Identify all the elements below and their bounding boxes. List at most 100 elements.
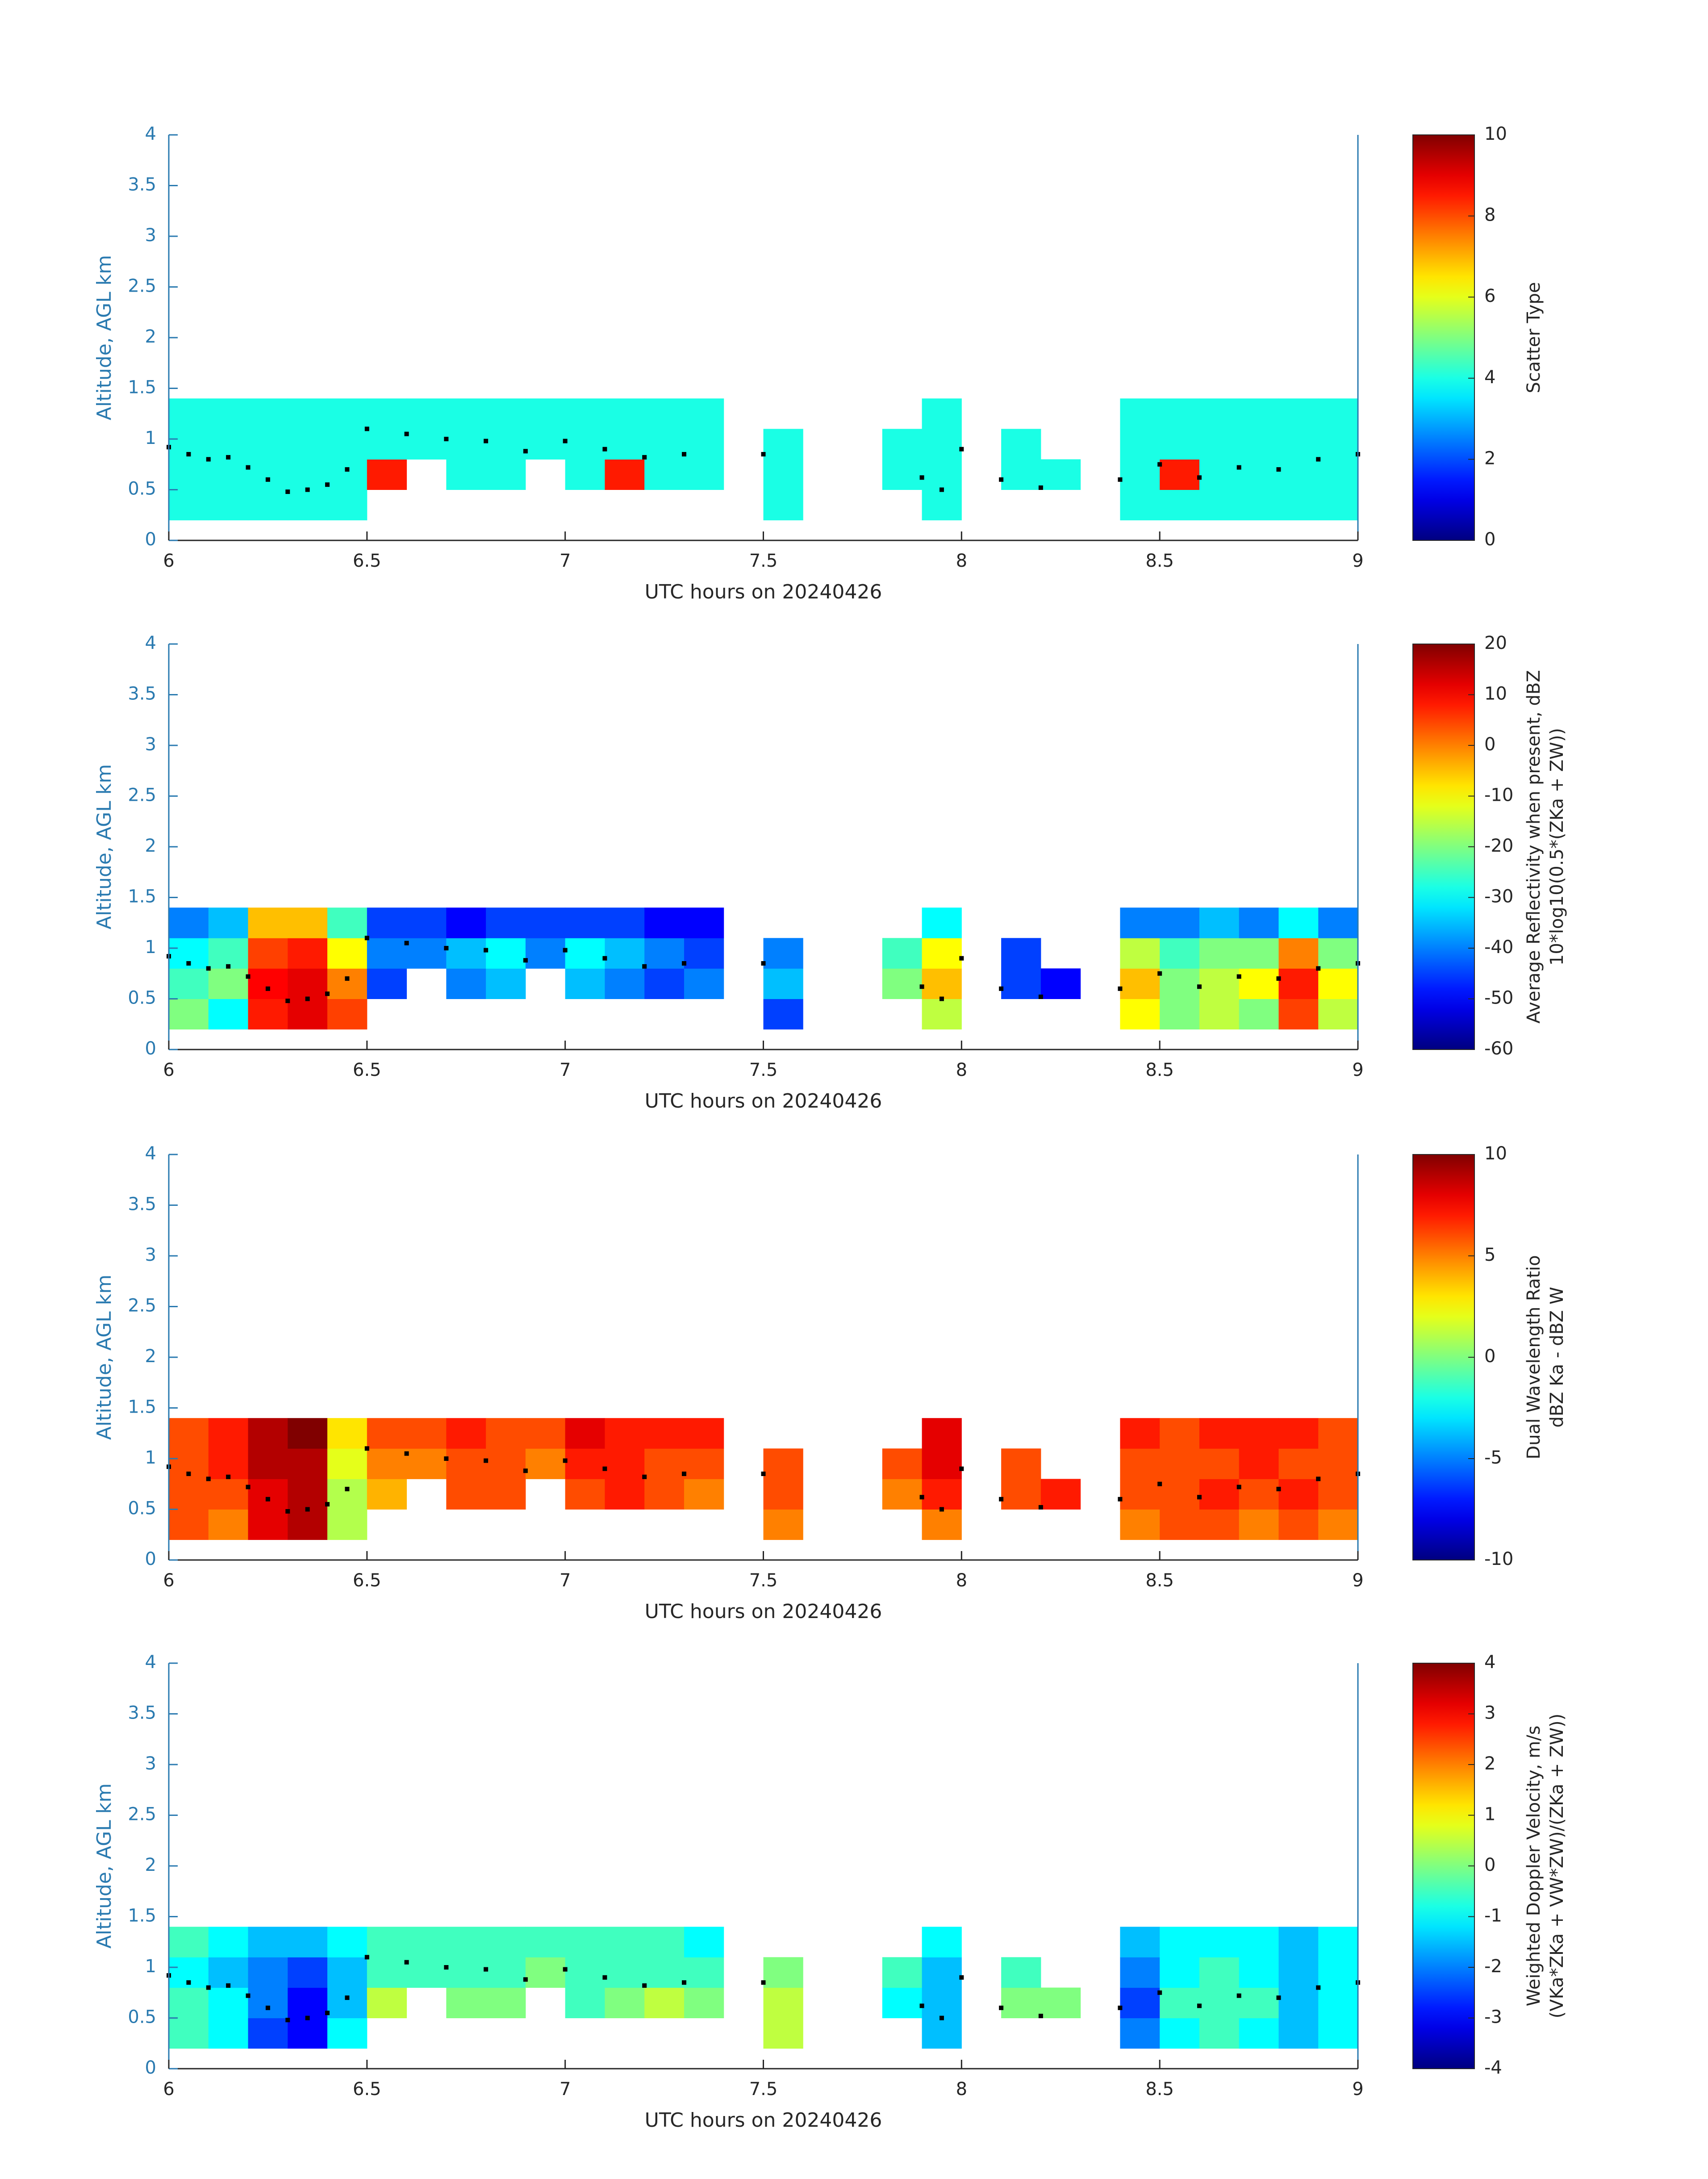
- colorbar-tick-label: 20: [1484, 633, 1507, 653]
- heatmap-cell: [486, 398, 526, 429]
- x-tick-label: 7: [560, 1570, 571, 1591]
- point: [761, 1980, 766, 1985]
- point: [226, 964, 231, 969]
- heatmap-cell: [288, 398, 328, 429]
- y-tick-label: 4: [145, 633, 156, 653]
- x-tick-label: 8.5: [1145, 2079, 1174, 2100]
- y-axis-label: Altitude, AGL km: [93, 1275, 116, 1440]
- heatmap-cell: [288, 938, 328, 969]
- heatmap-cell: [763, 999, 803, 1030]
- point: [1276, 1487, 1281, 1492]
- heatmap-cell: [327, 938, 367, 969]
- x-tick-label: 6.5: [353, 1060, 381, 1080]
- x-tick-label: 7.5: [749, 1570, 778, 1591]
- heatmap-cell: [882, 1479, 923, 1510]
- heatmap-cell: [288, 1957, 328, 1988]
- x-tick-label: 6: [163, 2079, 174, 2100]
- heatmap-cell: [248, 1509, 288, 1540]
- heatmap-cell: [169, 1927, 209, 1957]
- point: [364, 936, 369, 941]
- heatmap-cell: [525, 398, 566, 429]
- heatmap-cell: [1318, 1479, 1358, 1510]
- x-tick-label: 8.5: [1145, 1060, 1174, 1080]
- heatmap-cell: [169, 398, 209, 429]
- y-tick-label: 3: [145, 734, 156, 755]
- point: [959, 447, 964, 452]
- point: [999, 477, 1004, 482]
- heatmap-cell: [1199, 1418, 1240, 1449]
- heatmap-cell: [288, 1448, 328, 1479]
- heatmap-cell: [288, 1479, 328, 1510]
- heatmap-cell: [1120, 1509, 1160, 1540]
- heatmap-cell: [565, 1479, 605, 1510]
- heatmap-cell: [1001, 968, 1041, 999]
- y-tick-label: 1.5: [128, 1906, 156, 1926]
- heatmap-cell: [763, 2018, 803, 2049]
- heatmap-cell: [1278, 938, 1319, 969]
- heatmap-cell: [644, 1957, 685, 1988]
- heatmap-cell: [922, 2018, 962, 2049]
- heatmap-cell: [1001, 429, 1041, 460]
- heatmap-cell: [684, 1448, 724, 1479]
- heatmap-cell: [1199, 1957, 1240, 1988]
- heatmap-cell: [169, 1987, 209, 2018]
- heatmap-cell: [605, 1927, 645, 1957]
- heatmap-cell: [684, 938, 724, 969]
- heatmap-cell: [525, 938, 566, 969]
- heatmap-cell: [1120, 1448, 1160, 1479]
- point: [1276, 467, 1281, 472]
- colorbar-tick-label: 10: [1484, 684, 1507, 704]
- heatmap-cell: [763, 429, 803, 460]
- heatmap-cell: [367, 908, 407, 938]
- heatmap-cell: [1278, 1448, 1319, 1479]
- heatmap-cell: [1160, 1448, 1200, 1479]
- point: [265, 986, 270, 991]
- heatmap-cell: [1239, 1927, 1279, 1957]
- heatmap-cell: [446, 1987, 486, 2018]
- point: [325, 1502, 330, 1507]
- x-axis-label: UTC hours on 20240426: [645, 2109, 882, 2132]
- heatmap-cell: [327, 999, 367, 1030]
- colorbar-tick-label: 10: [1484, 1143, 1507, 1164]
- heatmap-cell: [327, 1987, 367, 2018]
- heatmap-cell: [1199, 1927, 1240, 1957]
- heatmap-cell: [1239, 1479, 1279, 1510]
- heatmap-cell: [208, 2018, 249, 2049]
- heatmap-cell: [763, 1509, 803, 1540]
- colorbar-tick-label: -10: [1484, 785, 1513, 806]
- heatmap-cell: [1120, 459, 1160, 490]
- point: [1118, 986, 1123, 991]
- heatmap-cell: [1239, 459, 1279, 490]
- heatmap-cell: [208, 968, 249, 999]
- heatmap-cell: [922, 489, 962, 521]
- y-tick-label: 2: [145, 1855, 156, 1875]
- point: [563, 1967, 568, 1972]
- heatmap-cell: [486, 1448, 526, 1479]
- x-tick-label: 7: [560, 1060, 571, 1080]
- colorbar-tick-label: 0: [1484, 734, 1495, 755]
- heatmap-cell: [288, 1418, 328, 1449]
- heatmap-cell: [1199, 398, 1240, 429]
- heatmap-cell: [327, 1418, 367, 1449]
- point: [325, 482, 330, 487]
- heatmap-cell: [248, 459, 288, 490]
- point: [1197, 2003, 1202, 2008]
- heatmap-cell: [1120, 968, 1160, 999]
- heatmap-cell: [406, 429, 447, 460]
- heatmap-cell: [327, 429, 367, 460]
- heatmap-cell: [248, 1987, 288, 2018]
- heatmap-cell: [565, 1448, 605, 1479]
- heatmap-cell: [565, 908, 605, 938]
- heatmap-cell: [446, 429, 486, 460]
- point: [959, 1975, 964, 1980]
- point: [186, 1980, 191, 1985]
- heatmap-cell: [1199, 2018, 1240, 2049]
- point: [226, 1983, 231, 1988]
- heatmap-cell: [525, 429, 566, 460]
- heatmap-cell: [208, 1927, 249, 1957]
- heatmap-cell: [288, 908, 328, 938]
- y-tick-label: 1.5: [128, 887, 156, 907]
- heatmap-cell: [763, 459, 803, 490]
- heatmap-cell: [1120, 489, 1160, 521]
- heatmap-cell: [1239, 968, 1279, 999]
